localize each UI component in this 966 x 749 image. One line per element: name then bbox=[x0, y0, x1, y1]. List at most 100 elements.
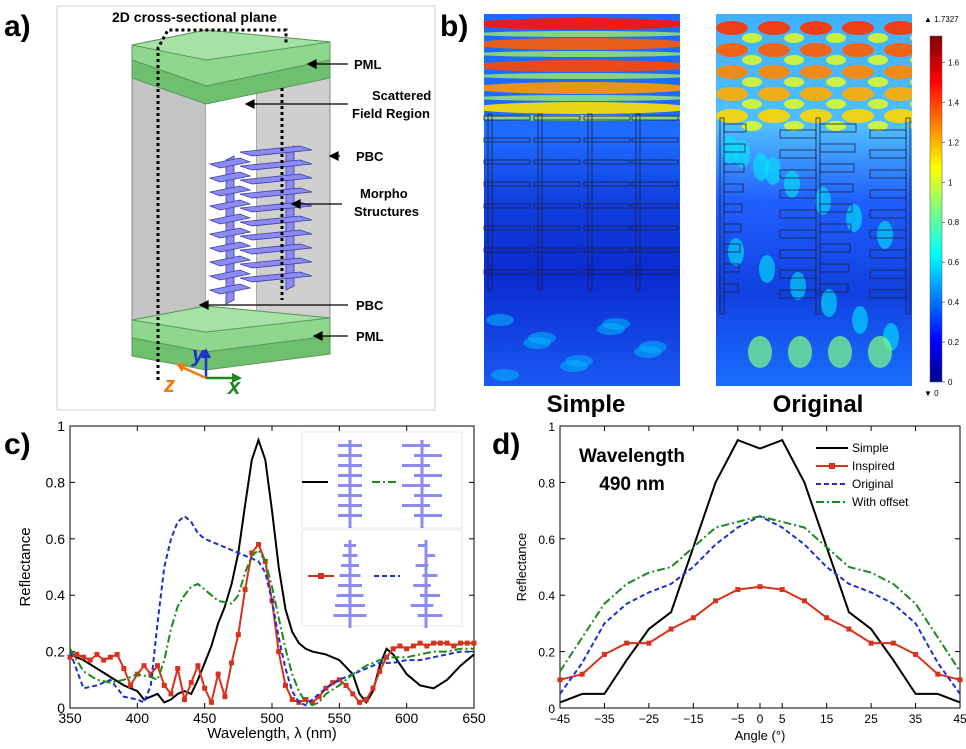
series-marker bbox=[890, 640, 896, 646]
x-tick-label: 650 bbox=[462, 710, 486, 726]
series-marker bbox=[868, 640, 874, 646]
series-marker bbox=[557, 677, 563, 683]
x-tick-label: 15 bbox=[820, 712, 834, 726]
colorbar-tick-label: 0.4 bbox=[948, 298, 960, 307]
series-marker bbox=[94, 651, 100, 657]
x-tick-label: 350 bbox=[58, 710, 82, 726]
series-marker bbox=[282, 682, 288, 688]
series-marker bbox=[424, 643, 430, 649]
x-tick-label: −15 bbox=[683, 712, 704, 726]
x-tick-label: 5 bbox=[779, 712, 786, 726]
panel-letter-a: a) bbox=[4, 10, 31, 43]
x-axis-label: Angle (°) bbox=[735, 728, 786, 743]
series-marker bbox=[121, 666, 127, 672]
series-marker bbox=[350, 691, 356, 697]
label-pml-top: PML bbox=[354, 57, 382, 72]
series-marker bbox=[181, 697, 187, 703]
x-axis-label: Wavelength, λ (nm) bbox=[207, 725, 337, 742]
axis-label-y: y bbox=[191, 342, 206, 367]
label-scattered-2: Field Region bbox=[352, 106, 430, 121]
series-marker bbox=[87, 657, 93, 663]
series-marker bbox=[303, 697, 309, 703]
x-tick-label: 450 bbox=[193, 710, 217, 726]
y-tick-label: 0.6 bbox=[46, 531, 66, 547]
series-marker bbox=[80, 654, 86, 660]
series-marker bbox=[735, 587, 741, 593]
colorbar-tick-label: 1 bbox=[948, 178, 953, 187]
series-marker bbox=[148, 671, 154, 677]
legend-label-inspired: Inspired bbox=[852, 459, 895, 473]
series-marker bbox=[579, 671, 585, 677]
label-original: Original bbox=[773, 391, 864, 418]
series-marker bbox=[397, 643, 403, 649]
series-marker bbox=[208, 699, 214, 705]
colorbar-min-label: ▼ 0 bbox=[924, 389, 939, 398]
y-tick-label: 0.4 bbox=[538, 589, 555, 603]
series-marker bbox=[336, 677, 342, 683]
series-marker bbox=[363, 697, 369, 703]
series-marker bbox=[309, 699, 315, 705]
series-marker bbox=[668, 626, 674, 632]
axis-label-x: x bbox=[227, 374, 241, 399]
series-marker bbox=[601, 651, 607, 657]
label-plane: 2D cross-sectional plane bbox=[112, 9, 277, 25]
colorbar-tick-label: 0.6 bbox=[948, 258, 960, 267]
series-marker bbox=[824, 615, 830, 621]
colorbar-tick-label: 0.2 bbox=[948, 338, 960, 347]
series-marker bbox=[107, 654, 113, 660]
y-tick-label: 0.6 bbox=[538, 533, 555, 547]
series-marker bbox=[215, 671, 221, 677]
x-tick-label: −45 bbox=[550, 712, 571, 726]
series-marker bbox=[316, 694, 322, 700]
series-marker bbox=[779, 587, 785, 593]
series-marker bbox=[256, 541, 262, 547]
series-marker bbox=[276, 649, 282, 655]
panel-c-inset-legend bbox=[301, 431, 463, 628]
y-tick-label: 0 bbox=[548, 702, 555, 716]
series-marker bbox=[343, 682, 349, 688]
series-marker bbox=[437, 640, 443, 646]
legend-label-simple: Simple bbox=[852, 441, 889, 455]
series-marker bbox=[471, 640, 477, 646]
series-marker bbox=[101, 657, 107, 663]
label-simple: Simple bbox=[547, 391, 626, 418]
y-axis-label: Reflectance bbox=[17, 527, 34, 606]
series-marker bbox=[801, 598, 807, 604]
series-marker bbox=[249, 550, 255, 556]
annotation-490nm: 490 nm bbox=[599, 474, 664, 495]
colorbar-tick-label: 1.4 bbox=[948, 98, 960, 107]
series-line-2 bbox=[69, 514, 474, 707]
series-marker bbox=[464, 640, 470, 646]
y-tick-label: 0.4 bbox=[46, 587, 66, 603]
series-marker bbox=[957, 677, 963, 683]
colorbar-tick-label: 0.8 bbox=[948, 218, 960, 227]
series-line-with-offset bbox=[559, 515, 961, 672]
x-tick-label: 500 bbox=[260, 710, 284, 726]
label-pbc-bottom: PBC bbox=[356, 298, 384, 313]
series-marker bbox=[935, 671, 941, 677]
series-marker bbox=[713, 598, 719, 604]
series-marker bbox=[646, 640, 652, 646]
series-marker bbox=[222, 694, 228, 700]
panel-letter-c: c) bbox=[4, 428, 31, 461]
x-tick-label: −35 bbox=[594, 712, 615, 726]
series-marker bbox=[357, 699, 363, 705]
series-marker bbox=[330, 680, 336, 686]
y-tick-label: 0.8 bbox=[46, 474, 66, 490]
series-marker bbox=[235, 632, 241, 638]
colorbar-tick-label: 1.6 bbox=[948, 58, 960, 67]
series-marker bbox=[323, 685, 329, 691]
series-marker bbox=[690, 615, 696, 621]
series-marker bbox=[168, 691, 174, 697]
x-tick-label: 400 bbox=[126, 710, 150, 726]
series-marker bbox=[242, 587, 248, 593]
colorbar-max-label: ▲ 1.7327 bbox=[924, 15, 959, 24]
series-marker bbox=[757, 584, 763, 590]
y-tick-label: 0 bbox=[57, 700, 65, 716]
y-tick-label: 0.8 bbox=[538, 476, 555, 490]
label-pml-bottom: PML bbox=[356, 329, 384, 344]
legend-label-with-offset: With offset bbox=[852, 495, 909, 509]
series-marker bbox=[128, 682, 134, 688]
